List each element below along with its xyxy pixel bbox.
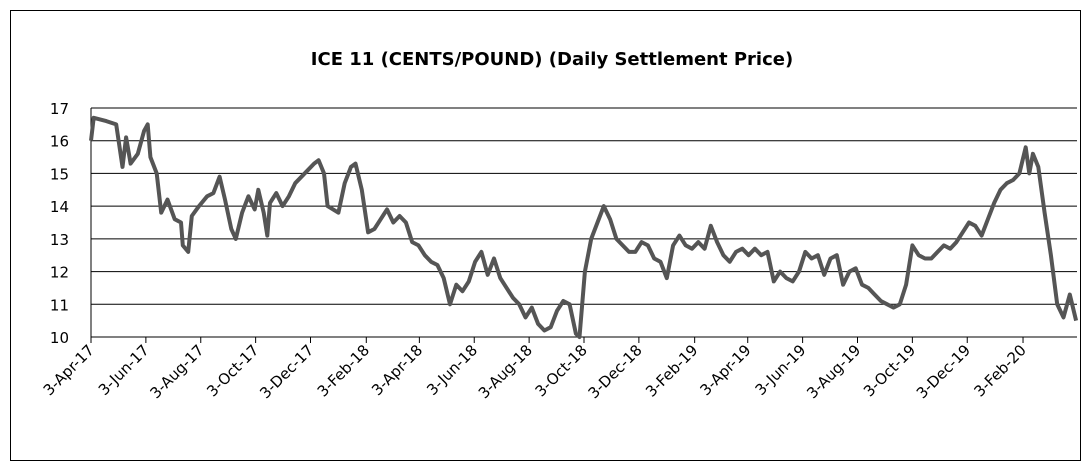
y-tick-label: 10	[50, 329, 69, 347]
y-tick-label: 14	[50, 198, 69, 216]
y-tick-label: 12	[50, 264, 69, 282]
y-tick-label: 15	[50, 165, 69, 183]
y-tick-label: 11	[50, 296, 69, 314]
y-tick-label: 13	[50, 231, 69, 249]
y-tick-label: 17	[50, 100, 69, 118]
chart-title: ICE 11 (CENTS/POUND) (Daily Settlement P…	[311, 49, 793, 70]
y-tick-label: 16	[50, 133, 69, 151]
price-line	[89, 115, 1079, 339]
